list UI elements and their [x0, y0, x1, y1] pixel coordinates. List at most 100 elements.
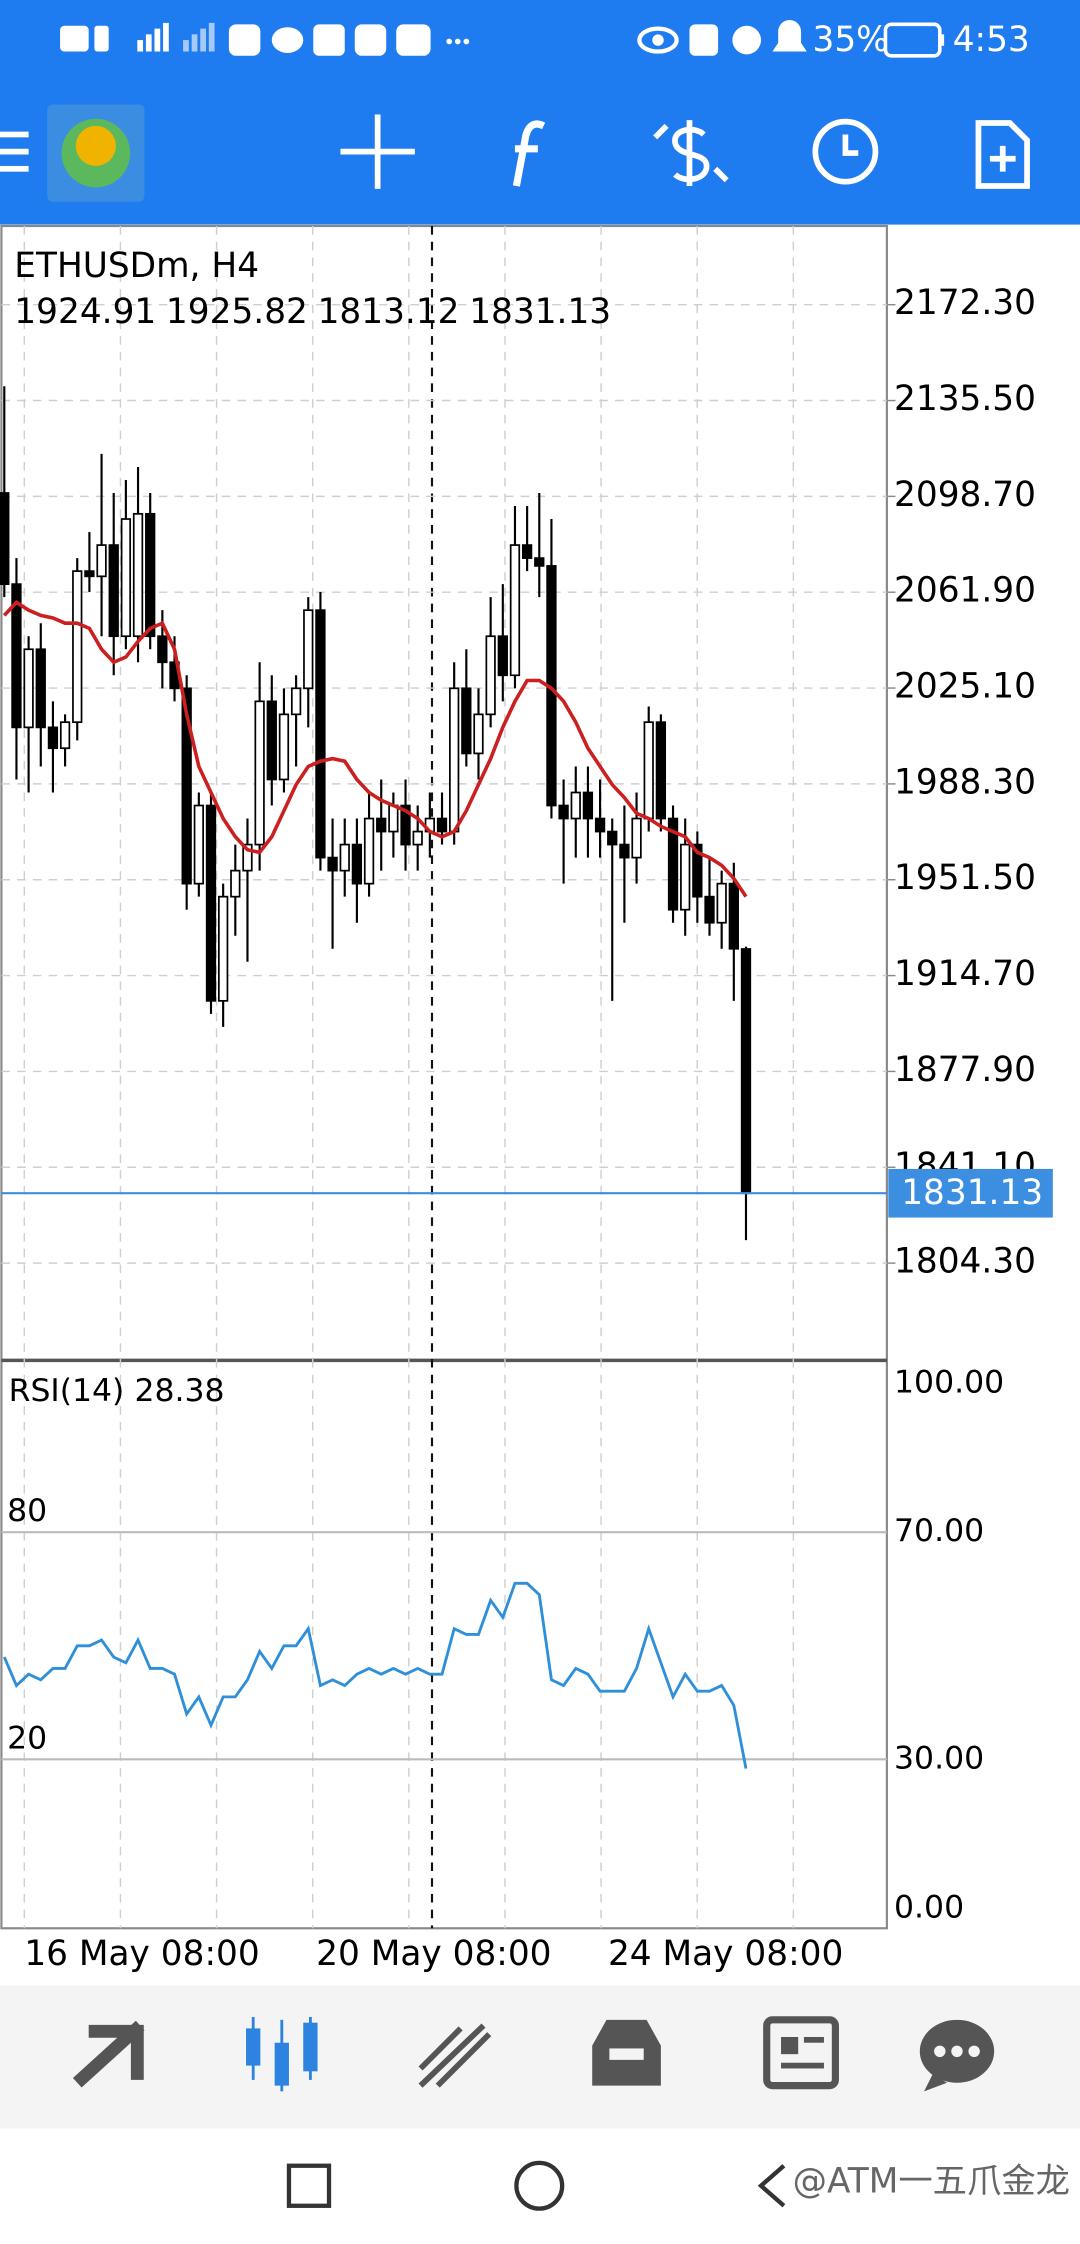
candle-body — [692, 843, 703, 898]
news-tab[interactable] — [763, 2016, 839, 2090]
watermark: @ATM一五爪金龙 — [793, 2161, 1070, 2201]
y-tick-label: 2135.50 — [894, 379, 1036, 419]
candle-body — [570, 791, 581, 820]
candle-body — [400, 804, 411, 846]
candle-body — [509, 544, 521, 677]
candle-body — [704, 895, 715, 924]
candle-body — [157, 635, 168, 664]
y-tick-label: 70.00 — [894, 1513, 984, 1549]
candle-body — [84, 570, 95, 578]
candle-body — [558, 804, 569, 820]
y-tick-label: 100.00 — [894, 1364, 1004, 1400]
y-tick-label: 2061.90 — [894, 571, 1036, 611]
candle-body — [594, 817, 606, 833]
last-price-box — [888, 1168, 1053, 1218]
candle-body — [388, 804, 399, 833]
x-tick-label: 24 May 08:00 — [608, 1934, 843, 1974]
candle-body — [461, 687, 472, 755]
candle-body — [327, 856, 338, 872]
candle-body — [96, 544, 107, 578]
candle-body — [205, 804, 217, 1002]
ohlc-open: 1924.91 — [14, 292, 156, 332]
back-button[interactable] — [757, 2164, 786, 2208]
app-header — [0, 0, 1080, 225]
candle-body — [582, 791, 594, 820]
candle-body — [11, 583, 22, 729]
clock: 4:53 — [953, 20, 1030, 60]
candle-body — [716, 882, 727, 924]
bottom-nav — [0, 1985, 1080, 2129]
recents-button[interactable] — [286, 2163, 332, 2208]
level-label: 80 — [7, 1493, 47, 1529]
indicators-tool[interactable] — [512, 120, 546, 187]
y-tick-label: 2172.30 — [894, 283, 1036, 323]
quotes-tab[interactable] — [72, 2020, 145, 2088]
system-nav — [0, 2128, 1080, 2244]
new-order[interactable] — [975, 120, 1030, 189]
candle-body — [230, 869, 241, 898]
candle-body — [740, 948, 752, 1195]
candle-body — [266, 700, 277, 781]
candle-body — [120, 518, 132, 638]
candle-body — [72, 570, 83, 724]
candle-body — [607, 830, 618, 846]
level-label: 20 — [7, 1720, 47, 1756]
candle-body — [145, 512, 156, 638]
y-tick-label: 1877.90 — [894, 1050, 1036, 1090]
candle-body — [363, 817, 375, 885]
chart-tab[interactable] — [246, 2016, 318, 2092]
last-price-label: 1831.13 — [901, 1173, 1043, 1213]
chat-tab[interactable] — [919, 2019, 995, 2092]
y-tick-label: 1804.30 — [894, 1242, 1036, 1282]
candle-body — [218, 895, 229, 1002]
battery: 35% — [813, 20, 889, 60]
y-tick-label: 1988.30 — [894, 762, 1036, 802]
x-tick-label: 20 May 08:00 — [316, 1934, 551, 1974]
app-logo[interactable] — [47, 104, 145, 202]
moving-average — [2, 600, 748, 898]
candle-body — [278, 713, 290, 781]
candle-body — [728, 882, 739, 950]
chart-frame — [0, 224, 888, 1930]
y-tick-label: 2025.10 — [894, 667, 1036, 707]
candle-body — [23, 648, 34, 729]
candle-body — [631, 817, 642, 859]
candle-body — [497, 635, 508, 677]
history-tab[interactable] — [592, 2019, 661, 2086]
ohlc-low: 1813.12 — [318, 292, 460, 332]
candle-body — [315, 609, 326, 859]
candle-body — [655, 721, 667, 820]
candle-body — [485, 635, 496, 716]
candle-body — [132, 512, 144, 638]
y-tick-label: 1951.50 — [894, 858, 1036, 898]
candle-body — [59, 721, 71, 750]
trade-tool[interactable] — [653, 120, 729, 186]
candle-body — [643, 721, 654, 820]
vertical-grid — [23, 226, 795, 1929]
home-button[interactable] — [514, 2160, 565, 2211]
candle-body — [242, 843, 253, 872]
candle-body — [412, 830, 423, 846]
ohlc-high: 1925.82 — [166, 292, 308, 332]
candle-body — [436, 817, 448, 833]
candle-body — [303, 609, 314, 690]
y-tick-label: 0.00 — [894, 1889, 964, 1925]
candle-body — [0, 492, 10, 585]
symbol-title: ETHUSDm, H4 — [14, 246, 259, 286]
candle-body — [193, 804, 204, 885]
period-tool[interactable] — [812, 118, 879, 185]
x-tick-label: 16 May 08:00 — [24, 1934, 259, 1974]
menu-button[interactable] — [0, 131, 29, 172]
crosshair-tool[interactable] — [340, 114, 415, 189]
candle-body — [339, 843, 350, 872]
trade-tab[interactable] — [418, 2023, 492, 2088]
candle-body — [35, 648, 46, 729]
candle-body — [108, 544, 119, 638]
y-tick-label: 30.00 — [894, 1740, 984, 1776]
ohlc-close: 1831.13 — [469, 292, 611, 332]
candle-body — [534, 557, 545, 567]
indicator-value: 28.38 — [134, 1373, 224, 1409]
candle-body — [473, 713, 484, 755]
